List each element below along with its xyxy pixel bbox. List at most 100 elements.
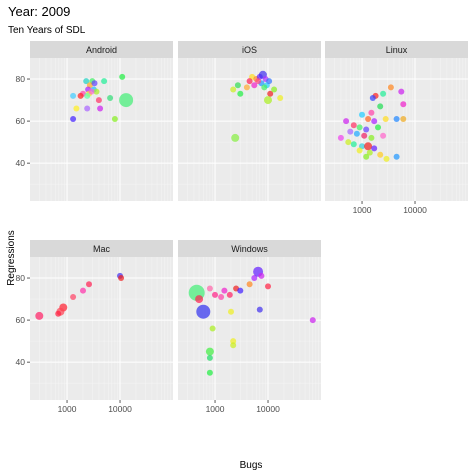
data-point [369, 95, 376, 101]
data-point [393, 116, 400, 122]
facet-android: Android 40 60 80 [16, 41, 173, 201]
facet-strip-label: iOS [242, 45, 257, 55]
data-point [230, 342, 237, 349]
data-point [343, 118, 350, 125]
facet-strip-label: Windows [231, 244, 268, 254]
panel-background [30, 257, 173, 400]
data-point [206, 369, 213, 376]
data-point [267, 90, 274, 97]
data-point [80, 287, 86, 294]
data-point [221, 287, 228, 294]
x-tick-label: 1000 [353, 205, 372, 215]
data-point [353, 130, 360, 137]
data-point [73, 105, 80, 112]
data-point [196, 304, 211, 319]
x-tick-label: 1000 [58, 404, 77, 414]
facet-strip [178, 240, 321, 257]
facet-ios: iOS [178, 41, 321, 201]
data-point [111, 116, 118, 122]
facet-strip-label: Linux [386, 45, 408, 55]
data-point [266, 78, 273, 85]
facet-strip [325, 41, 468, 58]
data-point [93, 88, 100, 95]
data-point [393, 153, 400, 160]
data-point [363, 153, 370, 160]
data-point [55, 310, 62, 317]
data-point [84, 92, 91, 99]
data-point [361, 132, 368, 139]
data-point [356, 124, 363, 131]
data-point [337, 134, 344, 141]
data-point [119, 73, 126, 80]
data-point [237, 287, 244, 294]
data-point [119, 93, 134, 108]
facet-strip [30, 41, 173, 58]
data-point [91, 80, 98, 87]
facet-panels: Android 40 60 80 iOS Linux 1000 10000 Mac 40 60 80 1… [16, 41, 468, 414]
data-point [97, 105, 104, 112]
x-tick-label: 10000 [108, 404, 132, 414]
data-point [243, 84, 250, 91]
facet-mac: Mac 40 60 80 1000 10000 [16, 240, 173, 414]
data-point [365, 116, 372, 122]
data-point [380, 132, 387, 139]
data-point [251, 82, 258, 89]
data-point [350, 122, 357, 129]
data-point [377, 103, 384, 110]
facet-windows: Windows 1000 10000 [178, 240, 321, 414]
data-point [95, 97, 102, 104]
data-point [35, 311, 44, 320]
y-tick-label: 40 [16, 158, 26, 168]
data-point [345, 139, 352, 146]
data-point [209, 325, 216, 332]
data-point [258, 272, 265, 279]
data-point [359, 111, 365, 118]
facet-strip-label: Mac [93, 244, 111, 254]
data-point [83, 78, 90, 85]
data-point [70, 92, 77, 99]
data-point [371, 145, 378, 152]
data-point [400, 101, 407, 108]
data-point [309, 317, 316, 324]
data-point [264, 96, 272, 105]
panel-background [178, 257, 321, 400]
data-point [118, 275, 125, 281]
data-point [356, 147, 363, 154]
data-point [212, 291, 218, 298]
x-tick-label: 1000 [206, 404, 225, 414]
y-tick-label: 80 [16, 74, 26, 84]
data-point [400, 116, 407, 122]
data-point [255, 78, 262, 85]
data-point [382, 116, 389, 122]
data-point [206, 285, 213, 292]
data-point [271, 86, 278, 93]
y-tick-label: 60 [16, 315, 26, 325]
data-point [246, 78, 253, 85]
data-point [377, 151, 384, 158]
data-point [350, 141, 357, 148]
data-point [387, 84, 394, 91]
chart-subtitle: Ten Years of SDL [8, 25, 86, 36]
data-point [347, 128, 354, 135]
data-point [383, 155, 390, 162]
data-point [398, 88, 405, 95]
data-point [231, 133, 240, 142]
data-point [107, 95, 114, 101]
data-point [230, 338, 237, 345]
data-point [88, 88, 95, 95]
data-point [375, 124, 381, 131]
data-point [101, 78, 108, 85]
y-tick-label: 60 [16, 116, 26, 126]
data-point [77, 92, 84, 99]
data-point [228, 308, 234, 315]
data-point [218, 294, 225, 300]
data-point [234, 82, 241, 89]
data-point [363, 126, 370, 133]
data-point [368, 109, 375, 116]
y-axis-title: Regressions [6, 230, 17, 286]
data-point [84, 105, 91, 112]
data-point [195, 295, 204, 304]
data-point [265, 283, 271, 290]
data-point [206, 354, 213, 361]
